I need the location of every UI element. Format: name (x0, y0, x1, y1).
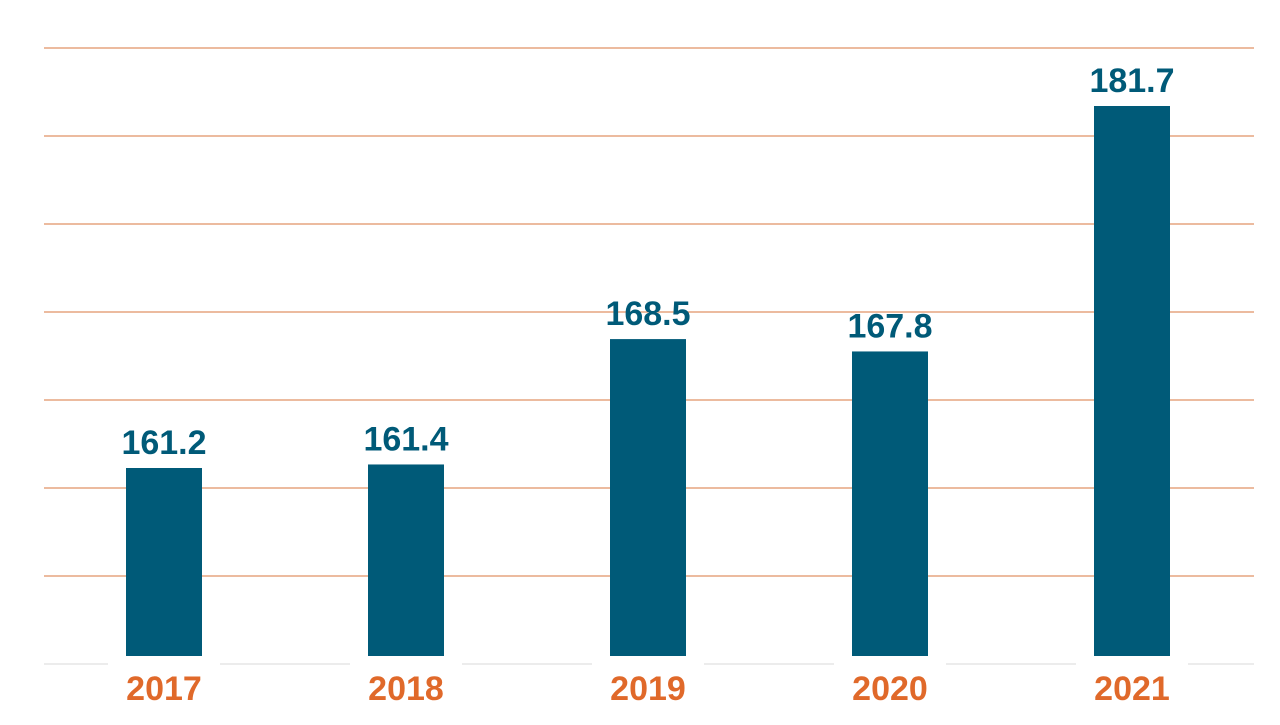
bars (126, 106, 1170, 656)
data-labels: 161.2 161.4 168.5 167.8 181.7 (121, 62, 1174, 462)
bar-2019 (610, 339, 686, 656)
bar-2020 (852, 351, 928, 656)
x-tick-label-2021: 2021 (1094, 670, 1170, 708)
category-label-background (834, 662, 946, 712)
bar-2018 (368, 464, 444, 656)
x-tick-label-2020: 2020 (852, 670, 928, 708)
category-label-background (350, 662, 462, 712)
bar-2021 (1094, 106, 1170, 656)
x-tick-label-2018: 2018 (368, 670, 444, 708)
category-label-background (592, 662, 704, 712)
x-tick-label-2019: 2019 (610, 670, 686, 708)
category-label-background (108, 662, 220, 712)
data-label-2017: 161.2 (121, 424, 206, 462)
data-label-2018: 161.4 (363, 420, 448, 458)
bar-2017 (126, 468, 202, 656)
category-label-background (1076, 662, 1188, 712)
data-label-2021: 181.7 (1089, 62, 1174, 100)
x-tick-label-2017: 2017 (126, 670, 202, 708)
x-axis: 2017 2018 2019 2020 2021 (44, 662, 1254, 712)
data-label-2020: 167.8 (847, 307, 932, 345)
data-label-2019: 168.5 (605, 295, 690, 333)
